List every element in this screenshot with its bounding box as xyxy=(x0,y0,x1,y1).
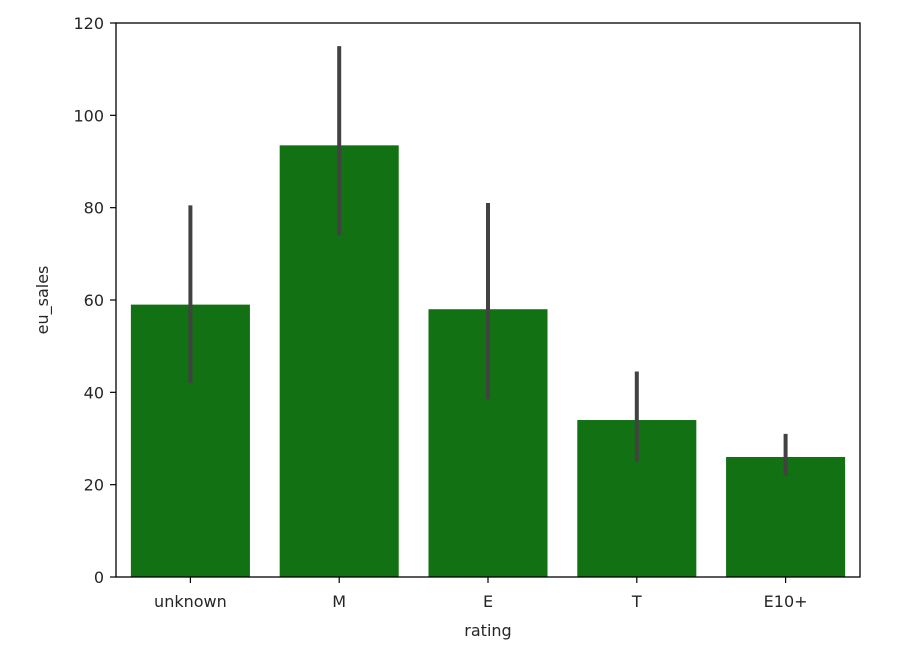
y-tick-label: 60 xyxy=(84,291,104,310)
y-tick-label: 120 xyxy=(73,14,104,33)
y-axis: 0 20 40 60 80 100 120 xyxy=(73,14,116,587)
x-tick-label: E xyxy=(483,592,493,611)
x-tick-label: E10+ xyxy=(764,592,808,611)
y-tick-label: 40 xyxy=(84,383,104,402)
y-tick-label: 0 xyxy=(94,568,104,587)
y-tick-label: 100 xyxy=(73,106,104,125)
x-tick-label: M xyxy=(332,592,346,611)
x-tick-label: unknown xyxy=(154,592,227,611)
error-bars-layer xyxy=(188,46,788,476)
x-axis: unknown M E T E10+ xyxy=(154,577,808,611)
y-tick-label: 20 xyxy=(84,476,104,495)
x-axis-title: rating xyxy=(464,621,511,640)
x-tick-label: T xyxy=(631,592,642,611)
bar-e10 xyxy=(726,456,846,577)
y-tick-label: 80 xyxy=(84,199,104,218)
y-axis-title: eu_sales xyxy=(33,266,53,335)
